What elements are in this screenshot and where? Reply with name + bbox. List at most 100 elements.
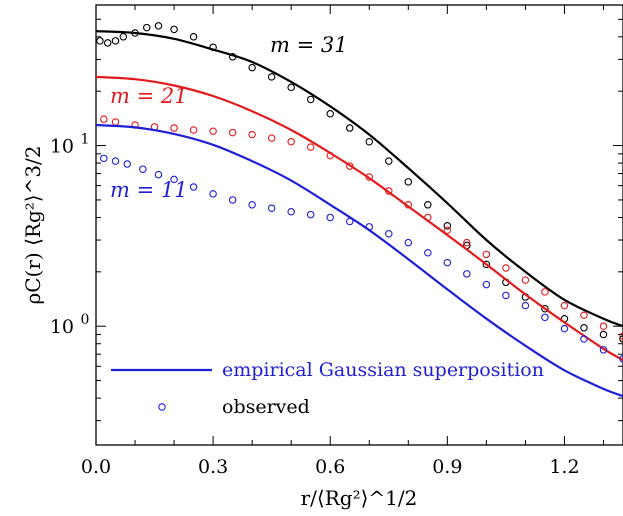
observed-point xyxy=(154,170,163,179)
observed-point xyxy=(365,137,374,146)
tick-labels: 0.0 0.3 0.6 0.9 1.2 10 0 10 1 xyxy=(50,132,580,478)
observed-point xyxy=(443,258,452,267)
legend-label: empirical Gaussian superposition xyxy=(222,359,544,381)
y-axis-label-text: ρC(r) ⟨Rg²⟩^3/2 xyxy=(21,145,45,304)
observed-point xyxy=(287,208,295,216)
observed-point xyxy=(96,37,104,45)
observed-point xyxy=(345,124,354,132)
observed-point xyxy=(345,162,354,170)
observed-point xyxy=(463,270,471,278)
observed-point xyxy=(189,33,198,41)
observed-point xyxy=(424,249,432,257)
ticks xyxy=(95,5,623,445)
observed-point xyxy=(306,210,315,219)
observed-point xyxy=(119,33,128,41)
series-label: m = 11 xyxy=(110,178,188,202)
observed-point xyxy=(521,276,530,284)
observed-point xyxy=(326,213,334,222)
observed-point xyxy=(228,128,237,137)
observed-point xyxy=(404,201,413,209)
observed-point xyxy=(482,280,491,289)
observed-point xyxy=(170,124,178,132)
observed-point xyxy=(599,330,608,339)
observed-point xyxy=(541,304,549,313)
series-label: m = 21 xyxy=(110,84,188,108)
observed-point xyxy=(131,29,139,37)
x-tick-label: 0.3 xyxy=(198,456,228,478)
observed-point xyxy=(103,39,112,47)
observed-point xyxy=(287,83,295,92)
observed-point xyxy=(189,183,198,191)
observed-point xyxy=(100,115,108,123)
observed-point xyxy=(170,25,178,34)
observed-point xyxy=(100,154,108,163)
x-tick-label: 1.2 xyxy=(549,456,579,478)
observed-point xyxy=(306,95,315,104)
observed-point xyxy=(365,223,374,231)
observed-point xyxy=(189,126,198,134)
observed-point xyxy=(502,291,510,300)
legend-label: observed xyxy=(222,396,310,418)
legend-circle-swatch xyxy=(158,403,166,411)
observed-point xyxy=(267,134,276,142)
observed-point xyxy=(111,37,120,45)
observed-point xyxy=(170,175,178,184)
observed-point xyxy=(599,322,608,330)
observed-point xyxy=(139,165,147,173)
observed-point xyxy=(560,324,569,333)
observed-point xyxy=(443,226,452,234)
observed-point xyxy=(228,196,237,204)
observed-point xyxy=(123,160,131,168)
observed-point xyxy=(482,250,491,259)
observed-point xyxy=(287,137,295,146)
y-tick-base: 10 xyxy=(50,316,74,338)
observed-point xyxy=(580,324,588,332)
x-tick-label: 0.6 xyxy=(315,456,345,478)
observed-point xyxy=(541,313,549,322)
observed-point xyxy=(326,110,334,118)
y-tick-exponent: 0 xyxy=(81,312,90,328)
observed-point xyxy=(541,288,549,296)
observed-point xyxy=(154,22,163,30)
observed-point xyxy=(209,190,217,198)
observed-point xyxy=(267,204,276,212)
observed-point xyxy=(267,73,276,81)
observed-point xyxy=(463,238,471,247)
observed-point xyxy=(404,238,413,247)
model-curve xyxy=(96,75,623,361)
y-tick-label: 10 xyxy=(50,136,74,158)
x-tick-label: 0.0 xyxy=(81,456,111,478)
observed-point xyxy=(209,43,217,52)
y-axis-label: ρC(r) ⟨Rg²⟩^3/2 xyxy=(21,145,45,304)
observed-point xyxy=(306,143,315,151)
model-curve xyxy=(96,30,623,328)
plot-frame xyxy=(95,4,623,446)
series-layer xyxy=(96,22,623,398)
observed-point xyxy=(424,213,432,222)
observed-point xyxy=(404,178,413,186)
x-axis-label: r/⟨Rg²⟩^1/2 xyxy=(301,486,418,510)
observed-point xyxy=(365,173,374,181)
observed-point xyxy=(142,23,151,32)
observed-point xyxy=(424,201,432,209)
observed-point xyxy=(228,53,237,61)
observed-point xyxy=(385,187,393,195)
observed-point xyxy=(385,229,393,238)
y-tick-label: 10 xyxy=(50,316,74,338)
observed-point xyxy=(580,335,588,343)
y-tick-exponent: 1 xyxy=(81,132,90,148)
observed-point xyxy=(580,311,588,319)
series-labels: m = 31 m = 21 m = 11 xyxy=(110,33,348,202)
legend: empirical Gaussian superposition observed xyxy=(111,359,544,418)
observed-point xyxy=(385,157,393,165)
observed-point xyxy=(345,217,354,226)
y-tick-base: 10 xyxy=(50,136,74,158)
observed-point xyxy=(209,127,217,136)
observed-point xyxy=(599,346,608,354)
observed-point xyxy=(326,151,334,160)
model-curve xyxy=(96,123,623,398)
observed-point xyxy=(248,63,256,72)
observed-point xyxy=(560,301,569,310)
observed-point xyxy=(482,260,491,269)
